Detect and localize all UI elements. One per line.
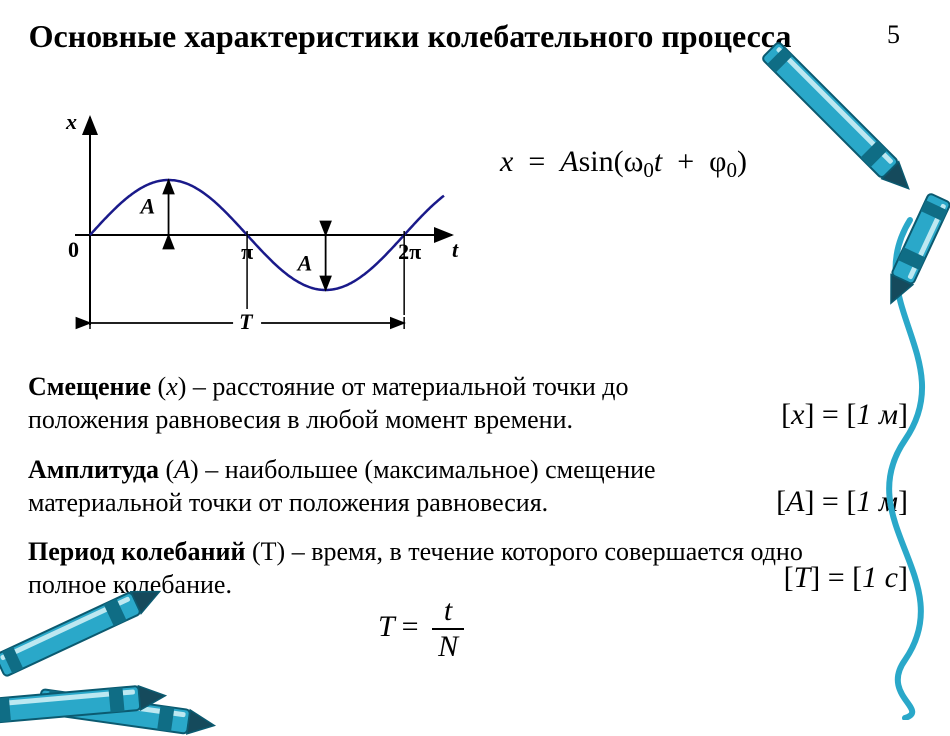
period-formula: T = t N [378,596,464,662]
unit-sym-1: A [786,485,804,518]
def-term-0: Смещение [28,372,151,401]
def-paren-1c: ) [190,455,199,484]
pf-lhs: T [378,609,394,642]
eq-omega: ω [624,145,644,178]
eq-rp: ) [737,145,747,178]
eq-t: t [654,145,662,178]
svg-text:2π: 2π [398,239,421,264]
def-sym-0: x [166,372,178,401]
sine-chart-svg: x t 0 π 2π A A T [30,105,470,345]
pf-num: t [432,596,464,628]
svg-text:0: 0 [68,237,79,262]
sine-chart: x t 0 π 2π A A T [30,105,470,345]
eq-plus-sym: + [677,145,694,178]
svg-text:T: T [239,309,254,334]
def-sym-1: A [174,455,190,484]
svg-text:A: A [296,251,313,276]
def-displacement: Смещение (x) – расстояние от материально… [28,370,908,437]
eq-lp: ( [614,145,624,178]
crayon-right-swirl [850,180,950,720]
eq-phi-sym: φ [709,145,726,178]
pf-den: N [432,628,464,662]
eq-A-sym: A [560,145,578,178]
svg-text:π: π [241,239,253,264]
crayon-bottom-left [0,516,280,736]
def-term-1: Амплитуда [28,455,159,484]
def-amplitude-text: Амплитуда (A) – наибольшее (максимальное… [28,453,728,520]
svg-text:x: x [65,109,77,134]
crayon-top-right [760,0,950,200]
page-title: Основные характеристики колебательного п… [0,18,820,55]
unit-sym-0: x [791,398,804,431]
def-paren-0: ( [158,372,167,401]
def-displacement-text: Смещение (x) – расстояние от материально… [28,370,728,437]
eq-sin: sin [579,145,614,178]
eq-equals-sym: = [528,145,545,178]
eq-sub0b: 0 [726,158,737,182]
eq-lhs: x [500,145,513,178]
def-paren-1: ( [165,455,174,484]
eq-phi [702,145,710,178]
equation-main: x = Asin(ω0t + φ0) [500,145,747,179]
eq-sub0a: 0 [643,158,654,182]
unit-sym-2: T [794,561,811,594]
svg-text:t: t [452,237,459,262]
def-amplitude: Амплитуда (A) – наибольшее (максимальное… [28,453,908,520]
svg-text:A: A [139,194,156,219]
pf-frac: t N [432,596,464,662]
